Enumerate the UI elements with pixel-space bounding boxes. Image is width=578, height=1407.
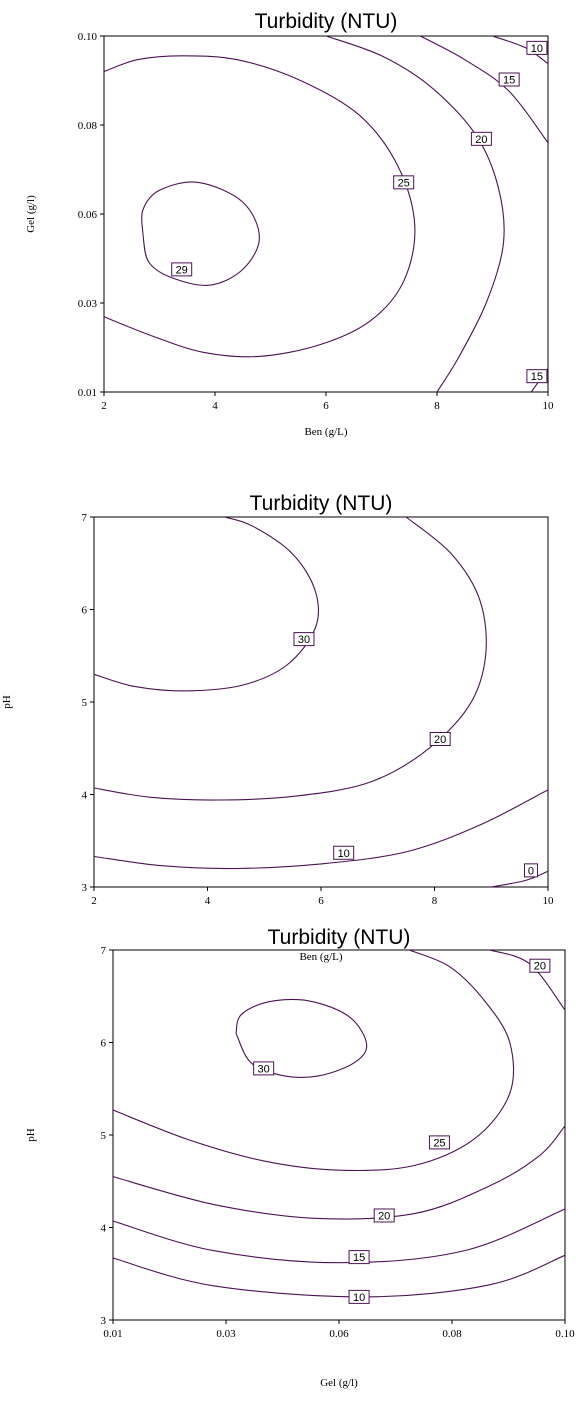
contour-label-box [470,131,492,146]
contour-level-label: 15 [353,1252,365,1264]
contour-level-label: 15 [503,75,515,87]
contour-label-box [171,262,193,277]
chart-title: Turbidity (NTU) [255,10,398,33]
y-tick-label: 7 [101,945,107,957]
y-tick-label: 0.06 [78,209,98,221]
contour-label-box [498,72,520,87]
contour-line-25 [103,55,416,358]
contour-line-25 [112,949,515,1172]
y-tick-label: 3 [101,1315,107,1327]
plot-frame [93,516,549,888]
contour-line-15 [420,35,549,144]
contour-label-box [429,732,451,746]
contour-plot-2: Turbidity (NTU) 2 4 6 8 10 3 4 5 6 7 Ben (g/L) pH 30 2… [1,492,554,963]
contour-line-20 [112,1125,566,1220]
contour-level-label: 0 [528,865,534,877]
y-tick-label: 6 [82,605,88,617]
x-tick-label: 10 [543,895,555,907]
contour-line-20 [325,35,505,393]
contour-level-label: 20 [434,734,446,746]
x-tick-label: 0.08 [442,1328,462,1340]
x-tick-label: 0.06 [329,1328,349,1340]
plot-frame [112,949,566,1321]
y-axis-label: pH [25,1128,37,1142]
contour-level-label: 25 [433,1137,445,1149]
y-tick-label: 0.08 [78,120,98,132]
contour-label-box [373,1208,395,1223]
contour-level-label: 15 [531,371,543,383]
y-tick-label: 4 [101,1223,107,1235]
x-tick-label: 2 [91,895,97,907]
y-tick-label: 6 [101,1038,107,1050]
y-tick-label: 7 [82,512,88,524]
y-axis-label: Gel (g/l) [25,195,37,233]
x-tick-label: 0.01 [103,1328,122,1340]
contour-level-label: 25 [398,177,410,189]
contour-label-box [526,369,548,384]
chart-title: Turbidity (NTU) [268,926,411,949]
contour-line-0 [491,870,549,888]
contour-level-label: 20 [534,961,546,973]
y-tick-label: 5 [101,1130,107,1142]
x-tick-label: 8 [434,400,440,412]
contour-label-box [348,1289,370,1304]
contour-level-label: 30 [258,1063,270,1075]
x-tick-label: 0.03 [216,1328,236,1340]
x-tick-label: 0.10 [555,1328,575,1340]
chart-title: Turbidity (NTU) [250,492,393,515]
y-tick-label: 0.01 [78,387,97,399]
contour-level-label: 29 [176,264,188,276]
contour-plot-1: Turbidity (NTU) 2 4 6 8 10 0.01 0.03 0.06 0.08 0.1… [25,10,554,438]
contour-line-15 [112,1208,566,1264]
x-axis-label: Ben (g/L) [299,951,342,963]
y-tick-label: 0.10 [78,31,98,43]
contour-label-box [526,40,548,55]
contour-line-10 [93,789,549,870]
x-tick-label: 6 [323,400,329,412]
x-tick-label: 4 [205,895,211,907]
contour-label-box [393,175,415,190]
contour-level-label: 10 [338,848,350,860]
y-axis-label: pH [1,695,13,709]
contour-line-30 [93,516,320,692]
contour-level-label: 20 [378,1210,390,1222]
x-tick-label: 8 [432,895,438,907]
contour-label-box [348,1250,370,1265]
y-tick-label: 0.03 [78,298,98,310]
contour-level-label: 20 [475,134,487,146]
contour-level-label: 10 [531,43,543,55]
contour-label-box [428,1135,450,1150]
y-tick-label: 4 [82,790,88,802]
contour-line-10 [112,1254,566,1298]
contour-line-20 [93,516,487,801]
plot-frame [103,35,549,393]
contour-label-box [293,632,315,647]
contour-label-box [253,1061,275,1076]
y-tick-label: 3 [82,882,88,894]
contour-line-10 [492,35,549,65]
y-tick-label: 5 [82,697,88,709]
contour-line-20 [489,949,566,1011]
contour-level-label: 30 [298,634,310,646]
contour-line-29 [141,181,260,286]
contour-level-label: 10 [353,1292,365,1304]
x-axis-label: Ben (g/L) [304,426,347,438]
x-tick-label: 2 [101,400,107,412]
contour-label-box [529,958,551,973]
x-tick-label: 6 [318,895,324,907]
contour-label-box [333,845,355,860]
x-tick-label: 4 [212,400,218,412]
x-axis-label: Gel (g/l) [320,1377,358,1389]
contour-plot-3: Turbidity (NTU) 0.01 0.03 0.06 0.08 0.10 3 4 5 6 7… [25,926,575,1389]
contour-label-box [523,863,538,878]
x-tick-label: 10 [543,400,555,412]
